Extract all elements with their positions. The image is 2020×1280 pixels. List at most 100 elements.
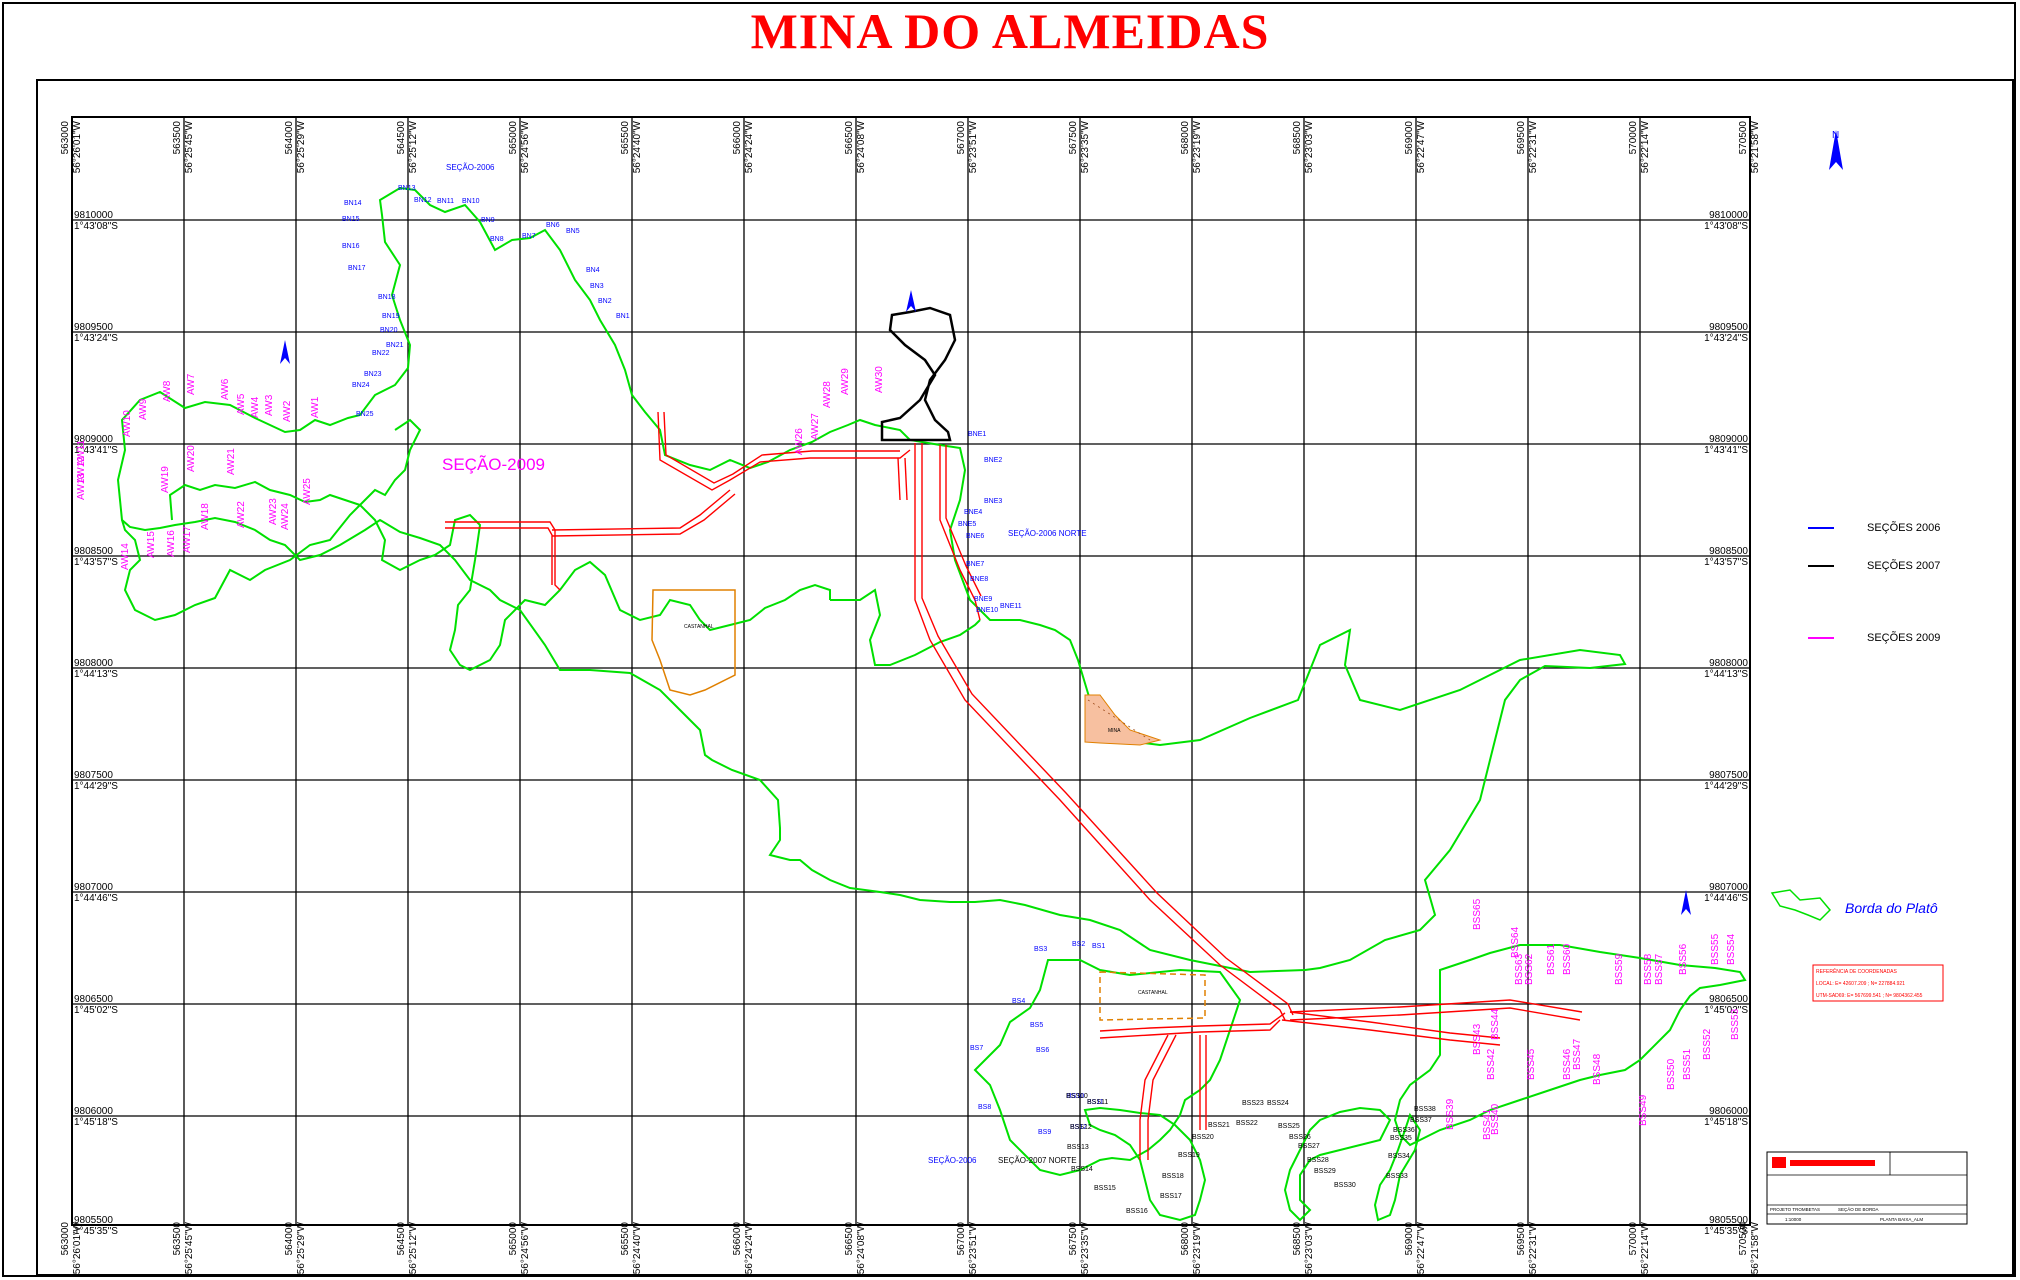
- north-arrow-icon: N: [1829, 130, 1843, 170]
- grid-tick-easting: 568000: [1180, 121, 1191, 155]
- grid-tick-northing: 9807000: [74, 882, 113, 893]
- section-label-bss43: BSS43: [1472, 1023, 1483, 1055]
- section-label-bn21: BN21: [386, 342, 404, 349]
- grid-tick-latitude-right: 1°45'18"S: [1704, 1117, 1748, 1128]
- section-label-bn13: BN13: [398, 185, 416, 192]
- section-label-bn3: BN3: [590, 283, 604, 290]
- section-label-bss40: BSS40: [1490, 1103, 1501, 1135]
- section-label-bn1: BN1: [616, 313, 630, 320]
- grid-tick-latitude: 1°44'29"S: [74, 781, 118, 792]
- section-label-aw23: AW23: [268, 498, 279, 525]
- grid-tick-longitude: 56°23'03"W: [1304, 120, 1315, 173]
- section-label-bn23: BN23: [364, 371, 382, 378]
- section-label-bss41: BSS41: [1482, 1108, 1493, 1140]
- section-label-bs8: BS8: [978, 1104, 991, 1111]
- black-2007-outline: [880, 306, 957, 442]
- section-label-bs5: BS5: [1030, 1022, 1043, 1029]
- section-label-bs7: BS7: [970, 1045, 983, 1052]
- bn-section-labels: BN1 BN2 BN3 BN4 BN5 BN6 BN7 BN8 BN9 BN10 BN11 BN12 B…: [342, 185, 630, 418]
- grid-tick-easting: 567000: [956, 121, 967, 155]
- section-label-bss15: BSS15: [1094, 1185, 1116, 1192]
- section-label-bss14: BSS14: [1071, 1166, 1093, 1173]
- section-label-bss33: BSS33: [1386, 1173, 1408, 1180]
- grid-tick-longitude-bottom: 56°24'08"W: [856, 1221, 867, 1274]
- grid-tick-latitude: 1°44'13"S: [74, 669, 118, 680]
- section-label-aw5: AW5: [236, 393, 247, 415]
- grid-tick-latitude-right: 1°44'29"S: [1704, 781, 1748, 792]
- section-label-bss55: BSS55: [1710, 933, 1721, 965]
- grid-tick-easting: 568500: [1292, 121, 1303, 155]
- section-label-bn5: BN5: [566, 228, 580, 235]
- section-label-aw6: AW6: [220, 378, 231, 400]
- section-label-bs10: BS10: [1067, 1093, 1084, 1100]
- section-label-bn2: BN2: [598, 298, 612, 305]
- grid-tick-longitude-bottom: 56°25'45"W: [184, 1221, 195, 1274]
- legend-label-2006: SEÇÕES 2006: [1867, 521, 1940, 534]
- section-label-aw26: AW26: [794, 428, 805, 455]
- section-label-bss10: BSS10: [1066, 1093, 1088, 1100]
- section-label-bn10: BN10: [462, 198, 480, 205]
- section-label-bn16: BN16: [342, 243, 360, 250]
- grid-tick-longitude-bottom: 56°21'58"W: [1750, 1221, 1761, 1274]
- section-label-bss12: BSS12: [1070, 1124, 1092, 1131]
- grid-tick-easting-bottom: 569000: [1404, 1222, 1415, 1256]
- plateau-outline: [116, 186, 1747, 1222]
- grid-tick-longitude: 56°22'14"W: [1640, 120, 1651, 173]
- section-label-aw4: AW4: [250, 396, 261, 418]
- section-label-bne10: BNE10: [976, 607, 998, 614]
- grid-tick-northing-right: 9808000: [1709, 658, 1748, 669]
- grid-tick-northing: 9809000: [74, 434, 113, 445]
- section-label-bss39: BSS39: [1445, 1098, 1456, 1130]
- section-label-bn19: BN19: [382, 313, 400, 320]
- section-label-aw24: AW24: [280, 503, 291, 530]
- section-label-bss53: BSS53: [1730, 1008, 1741, 1040]
- grid-tick-easting-bottom: 568500: [1292, 1222, 1303, 1256]
- section-label-bss11: BSS11: [1087, 1099, 1108, 1106]
- section-label-bne2: BNE2: [984, 457, 1002, 464]
- grid-tick-easting: 563500: [172, 121, 183, 155]
- grid-tick-easting-bottom: 565500: [620, 1222, 631, 1256]
- section-label-aw27: AW27: [810, 413, 821, 440]
- section-label-bn24: BN24: [352, 382, 370, 389]
- title-block: PROJETO TROMBETAS SEÇÃO DE BORDA PLANTA …: [1766, 1151, 1968, 1225]
- section-label-aw7: AW7: [186, 373, 197, 395]
- section-label-aw21: AW21: [226, 448, 237, 475]
- section-label-aw17: AW17: [182, 526, 193, 553]
- section-label-bss49: BSS49: [1638, 1094, 1649, 1126]
- reference-title: REFERÊNCIA DE COORDENADAS: [1816, 967, 1898, 975]
- legend-label-2009: SEÇÕES 2009: [1867, 631, 1940, 644]
- section-label-bss61: BSS61: [1546, 943, 1557, 975]
- section-label-bss64: BSS64: [1510, 926, 1521, 958]
- section-label-aw20: AW20: [186, 445, 197, 472]
- label-secao-2006-b: SEÇÃO-2006: [928, 1156, 977, 1165]
- grid-tick-northing-right: 9806500: [1709, 994, 1748, 1005]
- section-label-bne11: BNE11: [1000, 603, 1022, 610]
- section-label-bs3: BS3: [1034, 946, 1047, 953]
- label-castanhal-1: CASTANHAL: [684, 624, 714, 630]
- grid-tick-northing: 9810000: [74, 210, 113, 221]
- grid-tick-latitude: 1°43'57"S: [74, 557, 118, 568]
- grid-tick-longitude-bottom: 56°25'12"W: [408, 1221, 419, 1274]
- section-label-aw15: AW15: [146, 531, 157, 558]
- grid-tick-northing-right: 9805500: [1709, 1215, 1748, 1226]
- section-label-bs11: BS11: [1087, 1099, 1104, 1106]
- section-labels: SEÇÃO-2006 SEÇÃO-2009 SEÇÃO-2006 NORTE S…: [442, 163, 1168, 1165]
- grid-tick-northing: 9808500: [74, 546, 113, 557]
- section-label-bss57: BSS57: [1654, 953, 1665, 985]
- grid-tick-longitude: 56°25'12"W: [408, 120, 419, 173]
- section-label-aw1: AW1: [310, 396, 321, 418]
- grid-tick-latitude-right: 1°44'46"S: [1704, 893, 1748, 904]
- section-label-bn4: BN4: [586, 267, 600, 274]
- legend-label-2007: SEÇÕES 2007: [1867, 559, 1940, 572]
- grid-tick-longitude: 56°23'35"W: [1080, 120, 1091, 173]
- grid-tick-longitude-bottom: 56°22'31"W: [1528, 1221, 1539, 1274]
- roads: [445, 411, 1583, 1160]
- grid-tick-northing-right: 9810000: [1709, 210, 1748, 221]
- grid-tick-easting: 567500: [1068, 121, 1079, 155]
- section-label-bn18: BN18: [378, 294, 396, 301]
- titleblock-project: PROJETO TROMBETAS: [1770, 1207, 1820, 1212]
- section-label-bss28: BSS28: [1307, 1157, 1329, 1164]
- legend: SEÇÕES 2006 SEÇÕES 2007 SEÇÕES 2009 Bord…: [1770, 521, 1940, 921]
- section-label-bn14: BN14: [344, 200, 362, 207]
